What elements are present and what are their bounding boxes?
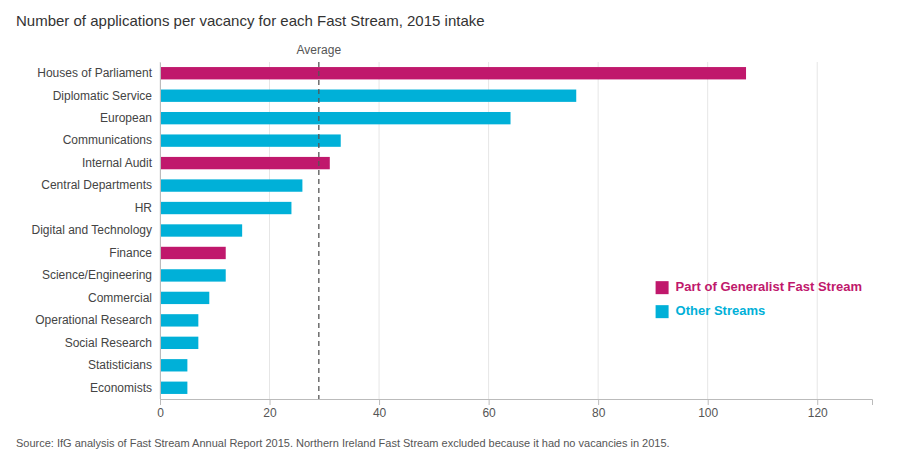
legend-swatch [656, 281, 669, 294]
y-tick-label: Communications [63, 133, 152, 147]
y-tick: HR [135, 201, 160, 215]
bar [160, 224, 242, 236]
x-tick: 40 [373, 399, 387, 420]
chart: Number of applications per vacancy for e… [0, 0, 902, 461]
marks [160, 62, 746, 399]
y-tick: Finance [109, 246, 160, 260]
y-tick-label: European [100, 111, 152, 125]
x-tick-label: 80 [592, 406, 606, 420]
y-tick: Houses of Parliament [37, 66, 160, 80]
y-tick-label: Economists [90, 381, 152, 395]
y-tick: Communications [63, 133, 160, 147]
y-tick-label: Houses of Parliament [37, 66, 152, 80]
x-tick-mark [817, 399, 818, 405]
x-tick: 120 [808, 399, 828, 420]
y-tick: Internal Audit [82, 156, 160, 170]
bar [160, 337, 198, 349]
bar [160, 112, 511, 124]
x-tick-label: 120 [808, 406, 828, 420]
grid-line [160, 62, 161, 399]
y-tick-label: Social Research [65, 336, 152, 350]
bar [160, 134, 341, 146]
y-tick-label: Operational Research [35, 313, 152, 327]
x-tick: 20 [263, 399, 277, 420]
y-tick: Diplomatic Service [53, 89, 160, 103]
legend-swatch [656, 305, 669, 318]
bar [160, 90, 576, 102]
y-tick: Digital and Technology [31, 223, 160, 237]
x-tick-label: 20 [263, 406, 277, 420]
bar [160, 382, 187, 394]
grid-line [707, 62, 708, 399]
reference-label: Average [297, 43, 342, 57]
y-tick: European [100, 111, 160, 125]
y-tick-label: Science/Engineering [42, 268, 152, 282]
bar [160, 292, 209, 304]
title: Number of applications per vacancy for e… [16, 12, 485, 29]
y-tick-label: Digital and Technology [31, 223, 152, 237]
x-tick: 60 [482, 399, 496, 420]
bar [160, 247, 226, 259]
grid-line [598, 62, 599, 399]
y-tick-label: Central Departments [41, 178, 152, 192]
x-tick-mark [379, 399, 380, 405]
legend-label: Other Streams [676, 303, 766, 318]
x-tick-label: 40 [373, 406, 387, 420]
y-tick: Social Research [65, 336, 160, 350]
legend-item: Other Streams [656, 303, 766, 318]
x-tick-mark [270, 399, 271, 405]
y-tick: Central Departments [41, 178, 160, 192]
axis-line [161, 400, 873, 406]
x-tick-label: 60 [482, 406, 496, 420]
source: Source: IfG analysis of Fast Stream Annu… [16, 437, 670, 449]
bar [160, 269, 226, 281]
grid-line [817, 62, 818, 399]
bar [160, 359, 187, 371]
y-tick: Operational Research [35, 313, 160, 327]
axis-line [160, 63, 161, 400]
y-tick: Science/Engineering [42, 268, 160, 282]
reference-line [318, 62, 319, 399]
x-tick-label: 0 [157, 406, 164, 420]
y-tick-label: Commercial [88, 291, 152, 305]
y-tick-label: HR [135, 201, 153, 215]
legend-item: Part of Generalist Fast Stream [656, 279, 862, 294]
legend: Part of Generalist Fast Stream Other Stre… [656, 279, 862, 318]
x-tick-mark [708, 399, 709, 405]
y-tick: Statisticians [88, 358, 160, 372]
bar [160, 67, 746, 79]
grid [160, 62, 817, 399]
x-tick: 100 [698, 399, 718, 420]
x-tick-mark [489, 399, 490, 405]
x-tick-mark [160, 399, 161, 405]
y-tick-label: Diplomatic Service [53, 89, 153, 103]
x-axis: 0 20 40 60 80 100 120 [157, 399, 872, 420]
plot: Average 0 20 40 60 80 100 120 Houses of Parliame… [31, 43, 872, 420]
legend-label: Part of Generalist Fast Stream [676, 279, 862, 294]
bar [160, 179, 302, 191]
x-tick: 80 [592, 399, 606, 420]
y-tick: Commercial [88, 291, 160, 305]
x-tick: 0 [157, 399, 164, 420]
y-tick-label: Internal Audit [82, 156, 153, 170]
y-tick-label: Finance [109, 246, 152, 260]
bar [160, 202, 291, 214]
bar [160, 314, 198, 326]
y-tick-label: Statisticians [88, 358, 152, 372]
x-tick-label: 100 [698, 406, 718, 420]
y-tick: Economists [90, 381, 160, 395]
x-tick-mark [598, 399, 599, 405]
y-axis: Houses of Parliament Diplomatic Service Eu… [31, 63, 160, 400]
bar [160, 157, 330, 169]
